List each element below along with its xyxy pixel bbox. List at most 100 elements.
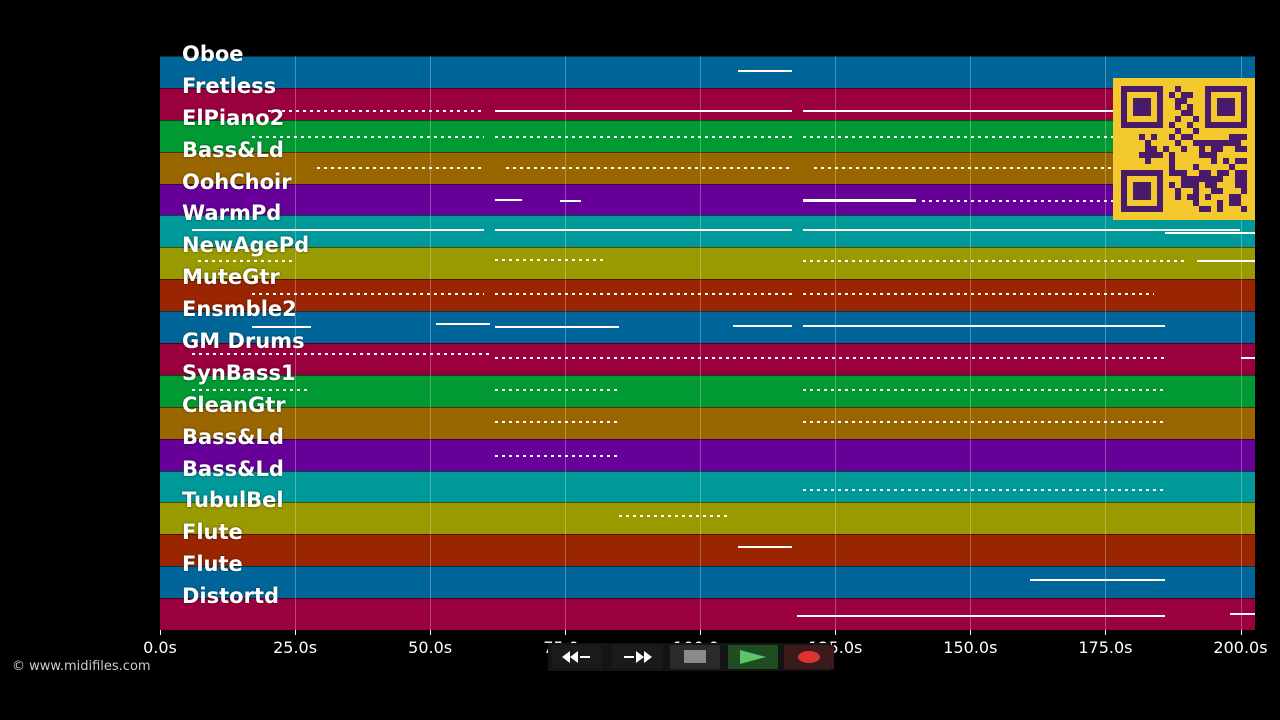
gridline [1240,56,1242,630]
note-segment [494,388,620,391]
x-tick-label: 175.0s [1078,638,1133,657]
note-segment [738,70,793,72]
play-icon [740,650,766,664]
note-segment [921,199,1122,202]
track-row [160,56,1255,89]
fast-forward-icon [624,651,652,663]
gridline [970,56,972,630]
copyright-text: © www.midifiles.com [12,659,151,674]
note-segment [619,515,728,518]
note-segment [732,325,793,328]
gridline [1105,56,1107,630]
x-tick-mark [970,630,972,635]
note-segment [802,293,1155,296]
note-segment [494,259,603,262]
playback-controls [548,643,834,671]
track-label: Bass&Ld [182,137,284,162]
track-label: Ensmble2 [182,297,297,322]
rewind-icon [562,651,590,663]
x-tick-mark [160,630,161,635]
track-label: Bass&Ld [182,424,284,449]
track-label: WarmPd [182,201,282,226]
note-segment [192,229,485,232]
track-row [160,406,1255,440]
note-segment [802,135,1122,138]
note-segment [251,135,485,138]
note-segment [802,488,1165,491]
note-segment [494,135,793,138]
track-row [160,598,1255,630]
note-segment [494,109,793,112]
x-tick-mark [295,630,297,635]
note-segment [797,357,1165,359]
x-tick-label: 50.0s [408,638,453,657]
gridline [700,56,702,630]
track-label: Bass&Ld [182,456,284,481]
track-row [160,502,1255,536]
x-tick-mark [700,630,702,635]
gridline [565,56,567,630]
note-segment [192,388,312,391]
note-segment [1164,232,1255,235]
x-tick-label: 25.0s [273,638,318,657]
track-label: TubulBel [182,488,284,513]
note-segment [251,326,312,329]
gridline [295,56,297,630]
qr-code [1113,78,1255,220]
track-row [160,311,1255,344]
note-segment [802,260,1187,263]
track-label: NewAgePd [182,233,310,258]
note-segment [197,260,296,263]
track-row [160,343,1255,376]
x-tick-mark [835,630,837,635]
stop-icon [684,650,706,663]
note-segment [494,420,620,423]
note-segment [251,293,485,296]
note-segment [494,357,793,359]
note-segment [494,326,620,329]
track-label: OohChoir [182,169,292,194]
note-segment [797,615,1165,618]
note-segment [1229,613,1255,616]
note-segment [802,198,917,202]
note-segment [494,454,620,457]
note-segment [802,388,1165,391]
x-tick-mark [430,630,432,635]
track-label: Distortd [182,584,280,609]
note-segment [802,325,1165,328]
track-row [160,87,1255,121]
track-row [160,374,1255,408]
note-segment [494,198,522,201]
note-segment [802,420,1165,423]
track-row [160,279,1255,313]
x-tick-label: 200.0s [1213,638,1268,657]
note-segment [813,166,1122,169]
track-label: SynBass1 [182,360,296,385]
track-label: Flute [182,520,243,545]
play-button[interactable] [728,645,778,669]
track-label: MuteGtr [182,265,280,290]
x-tick-label: 0.0s [143,638,177,657]
note-segment [559,199,582,202]
record-button[interactable] [784,645,834,669]
note-segment [505,166,793,169]
note-segment [738,546,793,549]
fast-forward-button[interactable] [612,645,662,669]
note-segment [1240,357,1255,359]
gridline [835,56,837,630]
gridline [430,56,432,630]
piano-roll-plot [160,56,1255,630]
rewind-button[interactable] [552,645,602,669]
track-label: GM Drums [182,329,305,353]
track-row [160,438,1255,472]
note-segment [192,353,490,355]
note-segment [494,229,793,232]
note-segment [494,293,793,296]
track-label: Flute [182,552,243,577]
stop-button[interactable] [670,645,720,669]
record-icon [798,651,820,663]
note-segment [268,109,485,112]
track-row [160,215,1255,249]
track-label: CleanGtr [182,392,286,417]
x-tick-mark [565,630,567,635]
